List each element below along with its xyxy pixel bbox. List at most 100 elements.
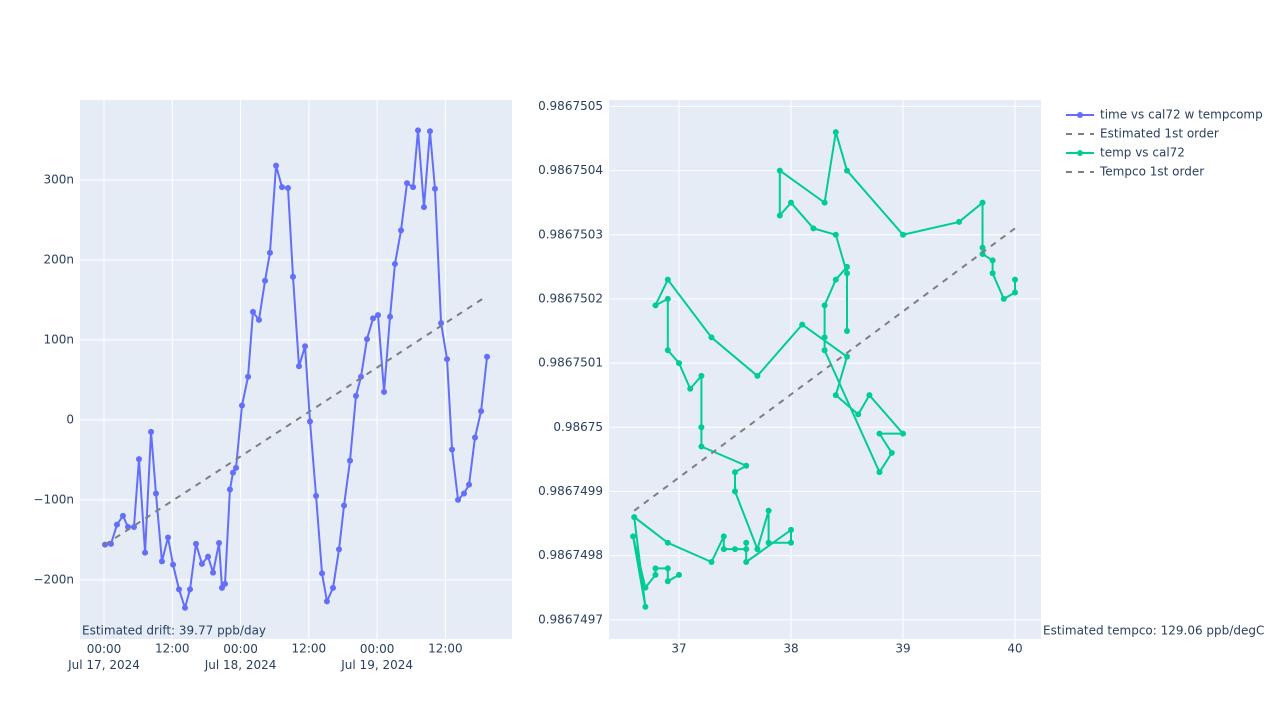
marker bbox=[142, 549, 149, 556]
marker bbox=[336, 546, 343, 553]
marker bbox=[855, 411, 862, 418]
marker bbox=[832, 392, 839, 399]
marker bbox=[732, 546, 739, 553]
marker bbox=[664, 565, 671, 572]
marker bbox=[821, 302, 828, 309]
y-tick-label: 0.9867498 bbox=[538, 548, 603, 562]
marker bbox=[198, 560, 205, 567]
marker bbox=[708, 334, 715, 341]
marker bbox=[989, 270, 996, 277]
marker bbox=[900, 231, 907, 238]
marker bbox=[449, 446, 456, 453]
marker bbox=[642, 603, 649, 610]
marker bbox=[233, 464, 240, 471]
marker bbox=[210, 569, 217, 576]
marker bbox=[302, 343, 309, 350]
marker bbox=[832, 231, 839, 238]
marker bbox=[1000, 295, 1007, 302]
marker bbox=[290, 273, 297, 280]
marker bbox=[176, 586, 183, 593]
y-tick-label: 0 bbox=[66, 412, 74, 426]
marker bbox=[876, 430, 883, 437]
marker bbox=[876, 469, 883, 476]
marker bbox=[370, 315, 377, 322]
marker bbox=[313, 492, 320, 499]
marker bbox=[426, 128, 433, 135]
marker bbox=[192, 540, 199, 547]
marker bbox=[720, 533, 727, 540]
marker bbox=[698, 424, 705, 431]
marker bbox=[676, 360, 683, 367]
marker bbox=[170, 561, 177, 568]
marker bbox=[323, 598, 330, 605]
annotation: Estimated drift: 39.77 ppb/day bbox=[82, 624, 266, 638]
series-line bbox=[104, 130, 489, 612]
marker bbox=[466, 481, 473, 488]
marker bbox=[330, 584, 337, 591]
y-tick-label: −100n bbox=[33, 492, 74, 506]
x-tick-label: 12:00 bbox=[155, 642, 190, 656]
marker bbox=[255, 316, 262, 323]
marker bbox=[832, 276, 839, 283]
plot-area bbox=[80, 100, 512, 639]
marker bbox=[664, 276, 671, 283]
marker bbox=[698, 443, 705, 450]
marker bbox=[765, 507, 772, 514]
y-tick-label: 200n bbox=[43, 252, 74, 266]
legend-label: temp vs cal72 bbox=[1100, 146, 1185, 160]
marker bbox=[664, 578, 671, 585]
marker bbox=[295, 363, 302, 370]
marker bbox=[404, 180, 411, 187]
marker bbox=[754, 546, 761, 553]
x-tick-label: 00:00 Jul 19, 2024 bbox=[340, 642, 413, 672]
marker bbox=[284, 184, 291, 191]
marker bbox=[631, 514, 638, 521]
marker bbox=[352, 392, 359, 399]
marker bbox=[245, 373, 252, 380]
marker bbox=[956, 218, 963, 225]
marker bbox=[821, 347, 828, 354]
marker bbox=[844, 263, 851, 270]
marker bbox=[130, 524, 137, 531]
marker bbox=[888, 449, 895, 456]
x-tick-label: 00:00 Jul 17, 2024 bbox=[67, 642, 140, 672]
marker bbox=[799, 321, 806, 328]
marker bbox=[743, 559, 750, 565]
marker bbox=[262, 277, 269, 284]
marker bbox=[455, 496, 462, 503]
y-tick-label: 0.9867504 bbox=[538, 163, 603, 177]
marker bbox=[398, 227, 405, 234]
y-tick-label: −200n bbox=[33, 572, 74, 586]
legend-label: Estimated 1st order bbox=[1100, 127, 1219, 141]
x-tick-label: 38 bbox=[783, 642, 798, 656]
marker bbox=[664, 295, 671, 302]
marker bbox=[708, 559, 715, 565]
y-tick-label: 0.9867502 bbox=[538, 291, 603, 305]
marker bbox=[844, 167, 851, 174]
marker bbox=[461, 490, 468, 497]
x-tick-label: 00:00 Jul 18, 2024 bbox=[204, 642, 277, 672]
legend-marker bbox=[1077, 150, 1083, 156]
legend-label: Tempco 1st order bbox=[1099, 165, 1204, 179]
marker bbox=[410, 184, 417, 191]
marker bbox=[391, 260, 398, 267]
marker bbox=[810, 225, 817, 232]
marker bbox=[630, 533, 637, 540]
marker bbox=[148, 428, 155, 435]
marker bbox=[765, 539, 772, 546]
marker bbox=[341, 502, 348, 509]
marker bbox=[152, 490, 159, 497]
y-tick-label: 0.9867501 bbox=[538, 356, 603, 370]
marker bbox=[776, 167, 783, 174]
marker bbox=[732, 488, 739, 495]
marker bbox=[788, 526, 795, 533]
marker bbox=[900, 430, 907, 437]
marker bbox=[273, 162, 280, 169]
marker bbox=[415, 127, 422, 134]
marker bbox=[135, 456, 142, 463]
marker bbox=[306, 418, 313, 425]
marker bbox=[347, 457, 354, 464]
marker bbox=[866, 392, 873, 399]
legend-label: time vs cal72 w tempcomp bbox=[1100, 108, 1263, 122]
y-tick-label: 100n bbox=[43, 332, 74, 346]
